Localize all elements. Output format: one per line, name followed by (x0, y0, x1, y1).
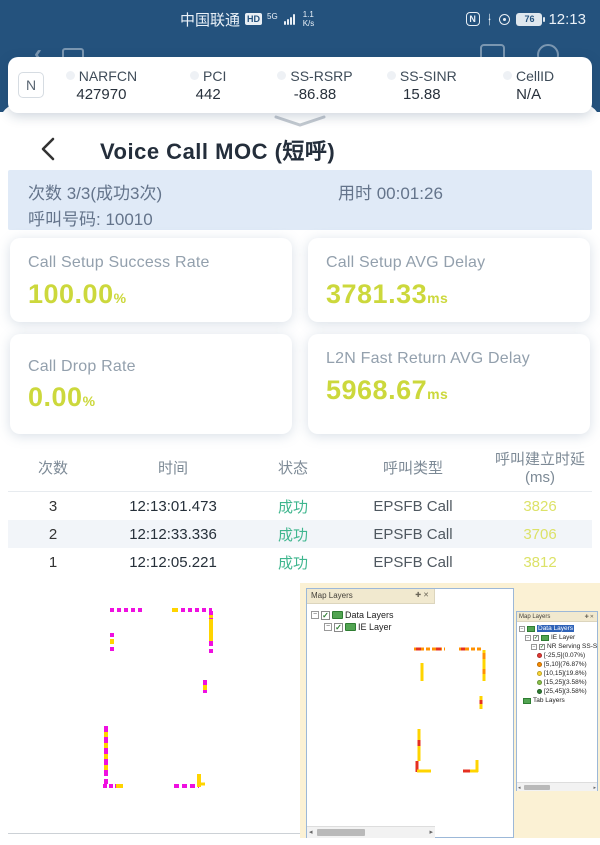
folder-icon (523, 697, 531, 704)
map-window: Map Layers ✚✕ − ✓ Data Layers − ✓ IE Lay… (306, 588, 514, 838)
status-clock: 12:13 (548, 10, 586, 28)
signal-bars-icon (283, 13, 295, 25)
expander-icon[interactable]: − (311, 611, 319, 619)
folder-icon (332, 611, 343, 619)
horizontal-scrollbar[interactable]: ◂ ▸ (307, 826, 435, 838)
table-row[interactable]: 2 12:12:33.336 成功 EPSFB Call 3706 (8, 520, 592, 548)
layers-tree: − ✓ Data Layers − ✓ IE Layer (311, 609, 394, 633)
drive-route-map-left (0, 583, 300, 835)
table-row[interactable]: 1 12:12:05.221 成功 EPSFB Call 3812 (48, 553, 557, 572)
table-header: 次数 时间 状态 呼叫类型 呼叫建立时延 (ms) (8, 446, 592, 492)
legend-tree: − Data Layers − ✓ IE Layer − ✓ NR Servin… (519, 624, 597, 705)
legend-dot-orange (537, 662, 542, 667)
callee-number: 呼叫号码: 10010 (28, 210, 153, 229)
metric-pci: PCI 442 (155, 68, 262, 103)
kpi-call-drop-rate: Call Drop Rate 0.00% (10, 334, 292, 434)
horizontal-scrollbar[interactable]: ◂ ▸ (517, 782, 597, 791)
scroll-left-icon[interactable]: ◂ (309, 829, 313, 836)
legend-dot-red (537, 653, 542, 658)
folder-icon (345, 623, 356, 631)
elapsed-time: 用时 00:01:26 (338, 184, 443, 203)
selected-tree-label: Data Layers (537, 625, 575, 632)
legend-range-item: [15,25](3.58%) (519, 678, 597, 687)
nfc-icon: N (465, 12, 480, 26)
collapse-handle-icon[interactable] (272, 114, 328, 128)
legend-panel-titlebar[interactable]: Map Layers ✚✕ (517, 612, 597, 622)
legend-range-item: [-25,5](0.07%) (519, 651, 597, 660)
back-button[interactable] (38, 136, 58, 162)
location-icon (499, 13, 511, 25)
legend-item-ie-layer[interactable]: − ✓ IE Layer (525, 634, 576, 641)
expander-icon[interactable]: − (531, 643, 537, 650)
kpi-call-setup-avg-delay: Call Setup AVG Delay 3781.33ms (308, 238, 590, 322)
folder-icon (527, 625, 535, 632)
gis-tool-screenshot: Map Layers ✚✕ − ✓ Data Layers − ✓ IE Lay… (300, 583, 600, 845)
table-row[interactable]: 3 12:13:01.473 成功 EPSFB Call 3826 (48, 497, 557, 516)
legend-panel: Map Layers ✚✕ − Data Layers − ✓ IE Layer… (516, 611, 598, 791)
map-bottom-border (8, 833, 300, 834)
call-summary-panel: 次数 3/3(成功3次) 用时 00:01:26 呼叫号码: 10010 (8, 170, 592, 230)
close-icon[interactable]: ✕ (589, 614, 595, 620)
expander-icon[interactable]: − (525, 634, 531, 641)
carrier-label: 中国联通 (180, 11, 241, 29)
metric-narfcn: NARFCN 427970 (48, 68, 155, 103)
legend-item-serving-layer[interactable]: − ✓ NR Serving SS-SINR (20210913) (531, 643, 597, 650)
nr-mode-badge: N (18, 72, 44, 98)
status-center: 中国联通 HD 5G 1.1 K/s (180, 0, 314, 38)
page-title-row: Voice Call MOC (短呼) (0, 130, 600, 170)
scroll-right-icon[interactable]: ▸ (593, 785, 596, 791)
hd-badge: HD (245, 13, 263, 25)
network-type-label: 5G (267, 11, 278, 21)
legend-range-item: [10,15](19.8%) (519, 669, 597, 678)
map-layers-panel-titlebar[interactable]: Map Layers ✚✕ (307, 589, 435, 604)
kpi-l2n-fast-return-avg-delay: L2N Fast Return AVG Delay 5968.67ms (308, 334, 590, 434)
checkbox-icon[interactable]: ✓ (334, 622, 343, 632)
route-trace-magenta (103, 608, 213, 788)
legend-item-tab-layers[interactable]: Tab Layers (519, 696, 597, 705)
bluetooth-icon: ᛂ (485, 11, 494, 27)
page-title: Voice Call MOC (短呼) (100, 139, 336, 164)
metric-ss-rsrp: SS-RSRP -86.88 (262, 68, 369, 103)
kpi-cards: Call Setup Success Rate 100.00% Call Set… (10, 238, 590, 434)
close-icon[interactable]: ✕ (423, 592, 431, 599)
folder-icon (541, 634, 549, 641)
pin-icon[interactable]: ✚ (415, 592, 424, 599)
expander-icon[interactable]: − (324, 623, 332, 631)
tree-item-ie-layer[interactable]: − ✓ IE Layer (324, 622, 392, 632)
battery-icon: 76 (516, 12, 546, 26)
checkbox-icon[interactable]: ✓ (321, 610, 330, 620)
status-bar: 中国联通 HD 5G 1.1 K/s N ᛂ 76 12:13 (0, 0, 600, 38)
network-speed: 1.1 K/s (302, 10, 315, 28)
checkbox-icon[interactable]: ✓ (539, 643, 545, 650)
hidden-back-icon: ‹ (34, 40, 42, 67)
checkbox-icon[interactable]: ✓ (533, 634, 539, 641)
kpi-call-setup-success-rate: Call Setup Success Rate 100.00% (10, 238, 292, 322)
call-attempts-table: 次数 时间 状态 呼叫类型 呼叫建立时延 (ms) 3 12:13:01.473… (8, 446, 592, 576)
tree-item-data-layers[interactable]: − ✓ Data Layers (311, 610, 394, 620)
pin-icon[interactable]: ✚ (584, 614, 590, 620)
radio-metrics-card[interactable]: N NARFCN 427970 PCI 442 SS-RSRP -86.88 S… (8, 57, 592, 113)
attempt-count: 次数 3/3(成功3次) (28, 184, 163, 203)
legend-item-data-layers[interactable]: − Data Layers (519, 624, 597, 633)
scrollbar-thumb[interactable] (524, 785, 550, 790)
legend-range-item: [5,10](76.87%) (519, 660, 597, 669)
legend-range-item: [25,45](3.58%) (519, 687, 597, 696)
legend-dot-yellow (537, 671, 542, 676)
scrollbar-thumb[interactable] (317, 829, 365, 836)
legend-dot-green (537, 689, 542, 694)
legend-dot-lightgreen (537, 680, 542, 685)
status-right: N ᛂ 76 12:13 (465, 0, 586, 38)
scroll-right-icon[interactable]: ▸ (429, 829, 433, 836)
metric-ss-sinr: SS-SINR 15.88 (368, 68, 475, 103)
expander-icon[interactable]: − (519, 625, 525, 632)
metric-cellid: CellID N/A (475, 68, 582, 103)
scroll-left-icon[interactable]: ◂ (518, 785, 521, 791)
